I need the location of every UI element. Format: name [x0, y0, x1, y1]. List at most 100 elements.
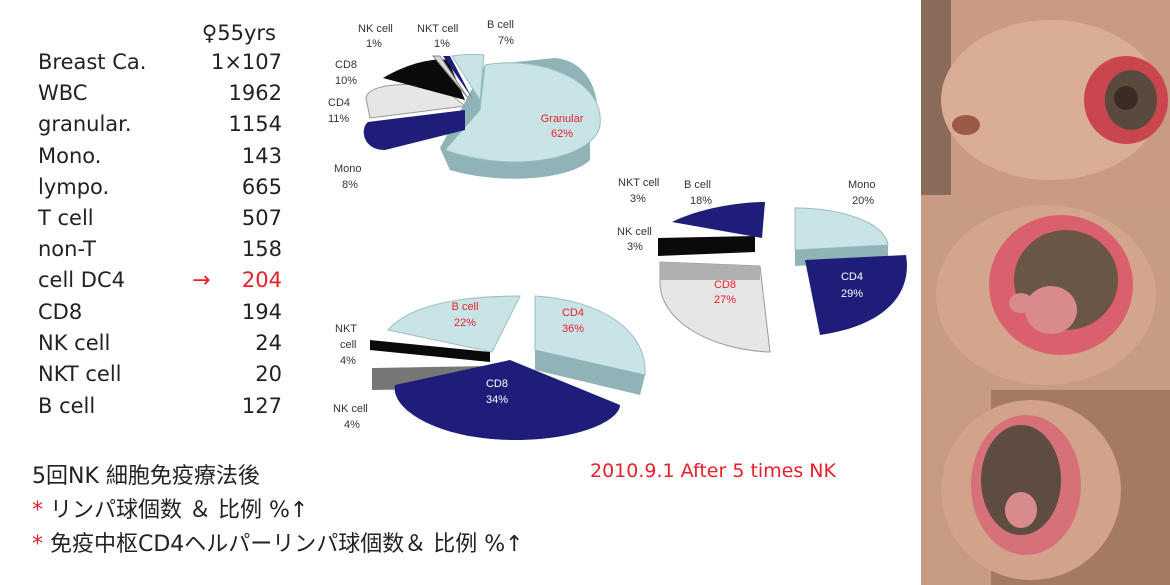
pie2-cd8-side — [660, 262, 760, 280]
pie3-label-nkt: NKT — [335, 323, 357, 335]
pie3-label-cd4-pct: 36% — [562, 323, 584, 335]
stat-value: 1154 — [228, 112, 282, 136]
stat-value-highlight: 204 — [241, 268, 282, 292]
stat-row-cd8: CD8 194 — [38, 297, 282, 328]
stat-row-nk: NK cell 24 — [38, 328, 282, 359]
stat-label: T cell — [38, 206, 94, 230]
pie3-label-nkt-pct: 4% — [340, 355, 356, 367]
notes-line-2: * リンパ球個数 ＆ 比例 %↑ — [32, 494, 524, 528]
pie1-label-nk: NK cell — [358, 23, 393, 35]
pie-1: Granular 62% NK cell 1% NKT cell 1% B ce… — [328, 19, 601, 191]
pie3-label-nk-pct: 4% — [344, 419, 360, 431]
stat-value: 665 — [241, 175, 282, 199]
pie1-label-b-pct: 7% — [498, 35, 514, 47]
pie2-cd8-slice — [659, 261, 771, 353]
stat-label: cell DC4 — [38, 268, 126, 292]
stat-row-cd4: cell DC4 → 204 — [38, 265, 282, 296]
arrow-right-icon: → — [192, 268, 211, 293]
pie3-label-cd8-pct: 34% — [486, 394, 508, 406]
pie1-nkt-slice — [443, 56, 472, 98]
pie-2: NKT cell 3% B cell 18% Mono 20% NK cell … — [617, 177, 907, 353]
pie2-bcell-slice — [672, 202, 765, 238]
pie2-label-b: B cell — [684, 179, 711, 191]
pie1-label-nkt-pct: 1% — [434, 38, 450, 50]
stat-value: 20 — [255, 362, 282, 386]
pie1-label-mono-pct: 8% — [342, 179, 358, 191]
bullet-star-icon: * — [32, 532, 43, 557]
pie3-label-nk: NK cell — [333, 403, 368, 415]
photo-3 — [921, 390, 1170, 585]
stat-row-breast: Breast Ca. 1×107 — [38, 47, 282, 78]
stat-label: CD8 — [38, 300, 83, 324]
stat-label: non-T — [38, 237, 96, 261]
pie3-cd8-slice — [394, 360, 620, 440]
stat-row-lympo: lympo. 665 — [38, 172, 282, 203]
stat-row-nkt: NKT cell 20 — [38, 359, 282, 390]
pie1-label-nkt: NKT cell — [417, 23, 458, 35]
stat-label: granular. — [38, 112, 132, 136]
stat-row-bcell: B cell 127 — [38, 391, 282, 422]
pie3-label-cd4: CD4 — [562, 307, 584, 319]
notes-line-3-text: 免疫中枢CD4ヘルパーリンパ球個数＆ 比例 %↑ — [43, 532, 524, 557]
pie2-label-mono-pct: 20% — [852, 195, 874, 207]
pie3-label-nkt-cell: cell — [340, 339, 357, 351]
stat-value: 158 — [241, 237, 282, 261]
stat-label: NK cell — [38, 331, 111, 355]
stat-row-granular: granular. 1154 — [38, 109, 282, 140]
header-row: ♀55yrs — [38, 18, 282, 49]
stat-label: B cell — [38, 394, 96, 418]
patient-info: ♀55yrs — [201, 21, 276, 45]
pie2-label-cd8-pct: 27% — [714, 294, 736, 306]
pie2-label-cd4: CD4 — [841, 271, 863, 283]
pie3-label-cd8: CD8 — [486, 378, 508, 390]
stat-value: 143 — [241, 144, 282, 168]
pie1-nk-slice — [431, 55, 469, 99]
notes-line-2-text: リンパ球個数 ＆ 比例 %↑ — [43, 498, 309, 523]
pie1-granular-slice — [444, 62, 601, 163]
pie-charts: Granular 62% NK cell 1% NKT cell 1% B ce… — [328, 19, 907, 440]
pie3-cd4-side — [535, 350, 645, 395]
pie2-label-cd4-pct: 29% — [841, 288, 863, 300]
pie1-label-cd8-pct: 10% — [335, 75, 357, 87]
stat-value: 24 — [255, 331, 282, 355]
stat-row-tcell: T cell 507 — [38, 203, 282, 234]
date-caption: 2010.9.1 After 5 times NK — [590, 460, 836, 482]
notes-line-3: * 免疫中枢CD4ヘルパーリンパ球個数＆ 比例 %↑ — [32, 528, 524, 562]
pie-3: B cell 22% CD4 36% NKT cell 4% NK cell 4… — [333, 295, 646, 440]
stat-label: Breast Ca. — [38, 50, 147, 74]
stat-label: lympo. — [38, 175, 110, 199]
stat-value: 1962 — [228, 81, 282, 105]
pie2-label-nkt-pct: 3% — [630, 193, 646, 205]
stat-label: NKT cell — [38, 362, 122, 386]
photo-2 — [921, 195, 1170, 390]
pie1-label-cd8: CD8 — [335, 59, 357, 71]
stat-row-nont: non-T 158 — [38, 234, 282, 265]
pie1-label-b: B cell — [487, 19, 514, 31]
pie2-label-nkt: NKT cell — [618, 177, 659, 189]
pie2-label-cd8: CD8 — [714, 279, 736, 291]
notes-line-1: 5回NK 細胞免疫療法後 — [32, 464, 260, 489]
pie2-label-mono: Mono — [848, 179, 876, 191]
pie3-label-b: B cell — [452, 301, 479, 313]
stat-row-wbc: WBC 1962 — [38, 78, 282, 109]
stat-value: 1×107 — [210, 50, 282, 74]
pie3-label-b-pct: 22% — [454, 317, 476, 329]
stat-value: 127 — [241, 394, 282, 418]
pie1-label-cd4-pct: 11% — [328, 113, 349, 125]
pie1-label-mono: Mono — [334, 163, 362, 175]
bullet-star-icon: * — [32, 498, 43, 523]
stat-label: WBC — [38, 81, 88, 105]
pie2-label-nk: NK cell — [617, 226, 652, 238]
pie3-bcell-slice — [387, 295, 521, 353]
pie2-nk-slice — [658, 236, 755, 256]
pie1-label-granular-pct: 62% — [551, 128, 573, 140]
pie3-nkt-slice — [370, 340, 490, 362]
pie1-mono-top — [363, 122, 465, 150]
photo-1 — [921, 0, 1170, 195]
stat-row-mono: Mono. 143 — [38, 141, 282, 172]
pie1-bcell-slice — [451, 53, 485, 102]
pie1-label-cd4: CD4 — [328, 97, 350, 109]
pie1-label-granular: Granular — [541, 113, 584, 125]
stat-label: Mono. — [38, 144, 102, 168]
pie2-cd4-slice — [805, 255, 907, 335]
